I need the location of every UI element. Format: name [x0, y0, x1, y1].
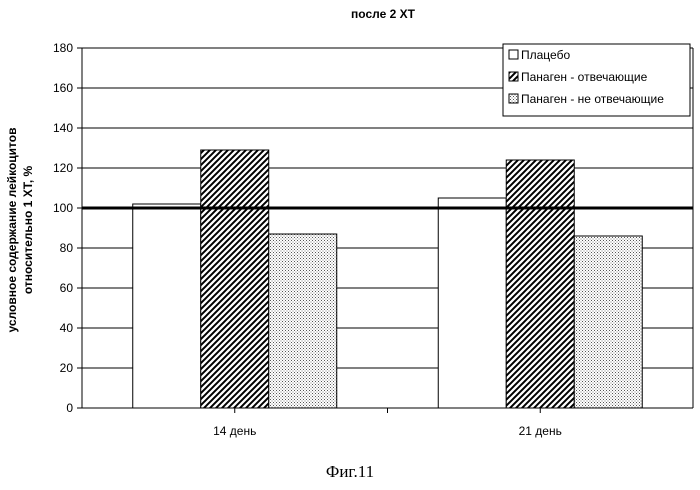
- x-category-label-1: 21 день: [519, 424, 562, 438]
- bar-1-0: [438, 198, 506, 408]
- y-tick-label-40: 40: [60, 321, 74, 335]
- x-category-label-0: 14 день: [213, 424, 256, 438]
- bar-0-0: [133, 204, 201, 408]
- bar-0-1: [201, 150, 269, 408]
- bar-1-1: [506, 160, 574, 408]
- figure-caption: Фиг.11: [0, 462, 700, 482]
- y-tick-label-60: 60: [60, 281, 74, 295]
- y-axis-label-line-1: условное содержание лейкоцитов: [5, 128, 19, 333]
- legend-swatch-1: [509, 72, 518, 81]
- y-tick-label-100: 100: [53, 201, 73, 215]
- legend-swatch-0: [509, 50, 518, 59]
- legend-label-0: Плацебо: [521, 48, 570, 62]
- y-axis-label-line-2: относительно 1 ХТ, %: [21, 166, 35, 295]
- chart: после 2 ХТ условное содержание лейкоцито…: [0, 0, 700, 460]
- y-axis-label: условное содержание лейкоцитов относител…: [5, 128, 35, 333]
- y-tick-label-120: 120: [53, 161, 73, 175]
- y-tick-label-160: 160: [53, 81, 73, 95]
- legend-label-1: Панаген - отвечающие: [521, 70, 648, 84]
- legend-swatch-2: [509, 94, 518, 103]
- bar-0-2: [269, 234, 337, 408]
- bar-1-2: [574, 236, 642, 408]
- y-tick-labels: 0 20 40 60 80 100 120 140 160 180: [53, 41, 73, 415]
- y-tick-label-140: 140: [53, 121, 73, 135]
- y-tick-label-0: 0: [66, 401, 73, 415]
- y-tick-label-20: 20: [60, 361, 74, 375]
- legend: Плацебо Панаген - отвечающие Панаген - не …: [503, 44, 690, 116]
- bars: [133, 150, 643, 408]
- chart-title: после 2 ХТ: [351, 7, 416, 21]
- y-tick-label-80: 80: [60, 241, 74, 255]
- y-tick-label-180: 180: [53, 41, 73, 55]
- legend-label-2: Панаген - не отвечающие: [521, 92, 664, 106]
- x-category-labels: 14 день 21 день: [213, 424, 562, 438]
